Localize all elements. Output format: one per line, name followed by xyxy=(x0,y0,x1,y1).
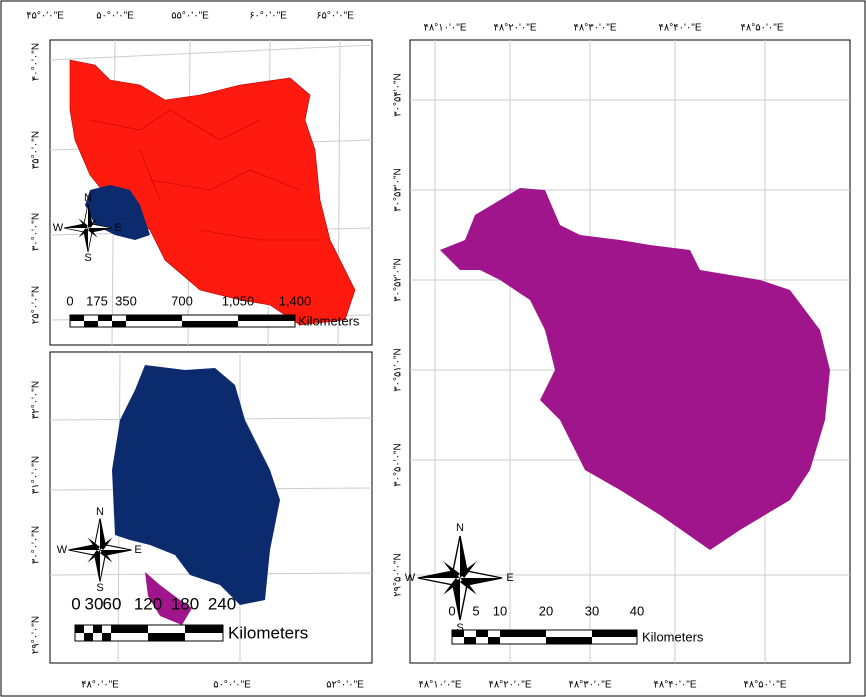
compass-rose xyxy=(68,518,132,582)
scale-label: 60 xyxy=(103,594,122,613)
compass-letter: W xyxy=(53,222,64,234)
coordinate-label: ۳۰°۰'۰"N xyxy=(31,213,42,251)
coordinate-label: ۲۹°۵۰'۰"N xyxy=(393,553,404,597)
coordinate-label: ۴۸°۳۰'۰"E xyxy=(574,23,617,34)
coordinate-label: ۴۸°۲۰'۰"E xyxy=(494,23,537,34)
coordinate-label: ۴۸°۱۰'۰"E xyxy=(419,680,462,691)
compass-letter: E xyxy=(134,544,141,556)
scale-unit: Kilometers xyxy=(298,313,360,328)
coordinate-label: ۵۲°۰'۰"E xyxy=(326,680,364,691)
coordinate-label: ۴۸°۰'۰"E xyxy=(81,680,119,691)
coordinate-label: ۴۸°۳۰'۰"E xyxy=(569,680,612,691)
scale-label: 5 xyxy=(472,603,479,618)
scale-label: 0 xyxy=(448,603,455,618)
scale-bar xyxy=(74,624,224,642)
coordinate-label: ۴۸°۱۰'۰"E xyxy=(424,23,467,34)
compass-letter: W xyxy=(405,572,416,584)
compass-letter: S xyxy=(96,582,103,594)
county-inset xyxy=(145,572,192,625)
coordinate-label: ۲۵°۰'۰"N xyxy=(31,286,42,324)
coordinate-label: ۳۰°۵۲'۰"N xyxy=(393,258,404,302)
scale-label: 120 xyxy=(134,594,162,613)
compass-rose xyxy=(417,535,503,621)
scale-label: 30 xyxy=(585,603,599,618)
compass-letter: E xyxy=(506,572,513,584)
scale-label: 175 xyxy=(86,293,108,308)
scale-label: 240 xyxy=(208,594,236,613)
coordinate-label: ۴۸°۴۰'۰"E xyxy=(659,23,702,34)
compass-letter: N xyxy=(456,522,464,534)
coordinate-label: ۴۸°۵۰'۰"E xyxy=(744,680,787,691)
province-shape xyxy=(112,365,280,605)
compass-letter: W xyxy=(57,544,68,556)
scale-label: 350 xyxy=(115,293,137,308)
coordinate-label: ۴۸°۲۰'۰"E xyxy=(489,680,532,691)
scale-unit: Kilometers xyxy=(642,629,704,644)
scale-label: 20 xyxy=(539,603,553,618)
scale-label: 10 xyxy=(493,603,507,618)
coordinate-label: ۴۵°۰'۰"E xyxy=(26,11,64,22)
county-shape xyxy=(440,188,830,550)
coordinate-label: ۳۰°۰'۰"N xyxy=(31,526,42,564)
compass-letter: S xyxy=(84,252,91,264)
coordinate-label: ۳۲°۰'۰"N xyxy=(31,381,42,419)
coordinate-label: ۴۸°۴۰'۰"E xyxy=(654,680,697,691)
scale-label: 0 xyxy=(66,293,73,308)
scale-label: 700 xyxy=(171,293,193,308)
compass-letter: S xyxy=(456,622,463,634)
scale-label: 30 xyxy=(85,594,104,613)
coordinate-label: ۲۹°۰'۰"N xyxy=(31,616,42,654)
coordinate-label: ۳۰°۵۳'۰"N xyxy=(393,168,404,212)
coordinate-label: ۵۰°۰'۰"E xyxy=(213,680,251,691)
iran-borders xyxy=(89,109,320,241)
coordinate-label: ۴۰°۰'۰"N xyxy=(31,43,42,81)
coordinate-label: ۵۰°۰'۰"E xyxy=(96,11,134,22)
coordinate-label: ۳۰°۵۰'۰"N xyxy=(393,443,404,487)
scale-label: 0 xyxy=(71,594,80,613)
scale-bar xyxy=(69,314,296,328)
scale-label: 40 xyxy=(630,603,644,618)
coordinate-label: ۵۵°۰'۰"E xyxy=(171,11,209,22)
coordinate-label: ۳۱°۰'۰"N xyxy=(31,456,42,494)
compass-letter: E xyxy=(114,222,121,234)
coordinate-label: ۳۵°۰'۰"N xyxy=(31,131,42,169)
scale-label: 180 xyxy=(171,594,199,613)
scale-unit: Kilometers xyxy=(228,623,308,642)
coordinate-label: ۳۰°۵۱'۰"N xyxy=(393,348,404,392)
scale-bar xyxy=(451,629,638,645)
coordinate-label: ۶۵°۰'۰"E xyxy=(316,11,354,22)
compass-letter: N xyxy=(96,506,104,518)
compass-letter: N xyxy=(84,192,92,204)
coordinate-label: ۳۰°۵۴'۰"N xyxy=(393,73,404,117)
coordinate-label: ۴۸°۵۰'۰"E xyxy=(741,23,784,34)
scale-label: 1,050 xyxy=(222,293,255,308)
scale-label: 1,400 xyxy=(279,293,312,308)
compass-rose xyxy=(63,203,113,253)
coordinate-label: ۶۰°۰'۰"E xyxy=(249,11,287,22)
